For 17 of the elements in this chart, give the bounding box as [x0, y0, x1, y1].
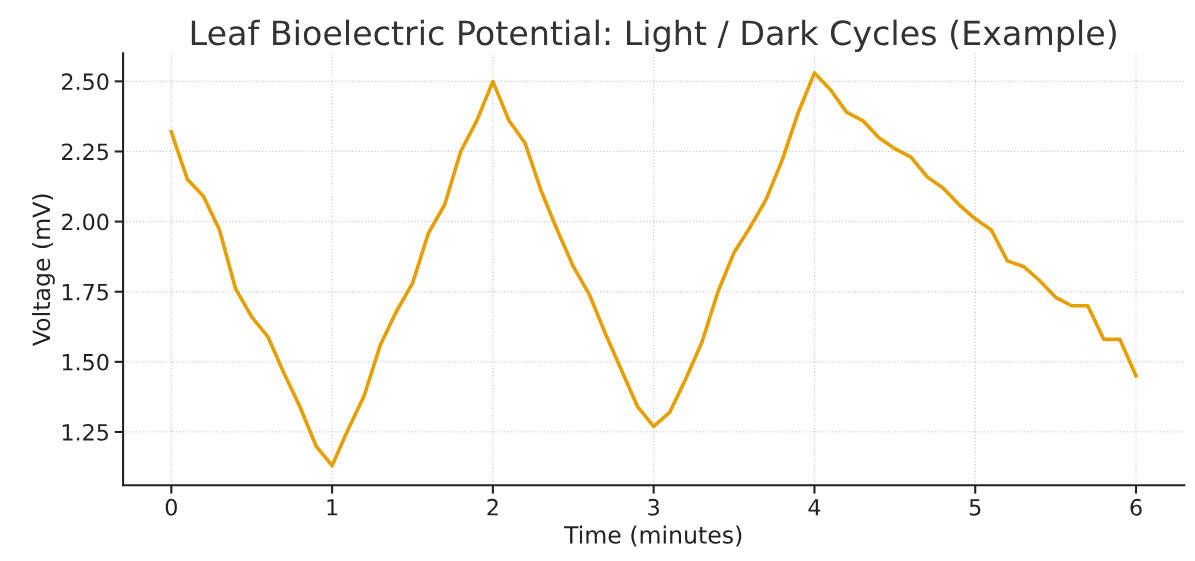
- y-tick-label: 2.25: [62, 143, 108, 161]
- x-tick-label: 0: [165, 498, 177, 516]
- y-tick-label: 1.50: [62, 353, 109, 371]
- chart-title: Leaf Bioelectric Potential: Light / Dark Cycles (Example): [191, 19, 1116, 52]
- y-tick-label: 1.25: [62, 423, 108, 441]
- x-tick-label: 2: [487, 498, 498, 516]
- x-tick-label: 1: [327, 499, 338, 516]
- x-tick-label: 3: [648, 498, 659, 516]
- x-tick-label: 6: [1130, 498, 1142, 516]
- line-series: [169, 71, 1138, 468]
- x-axis-title: Time (minutes): [563, 525, 742, 547]
- y-tick-label: 2.00: [62, 213, 109, 231]
- y-axis-title: Voltage (mV): [32, 194, 55, 346]
- x-tick-label: 5: [969, 499, 981, 516]
- y-tick-label: 1.75: [62, 283, 108, 301]
- x-tick-label: 4: [808, 499, 821, 516]
- y-tick-label: 2.50: [62, 73, 109, 91]
